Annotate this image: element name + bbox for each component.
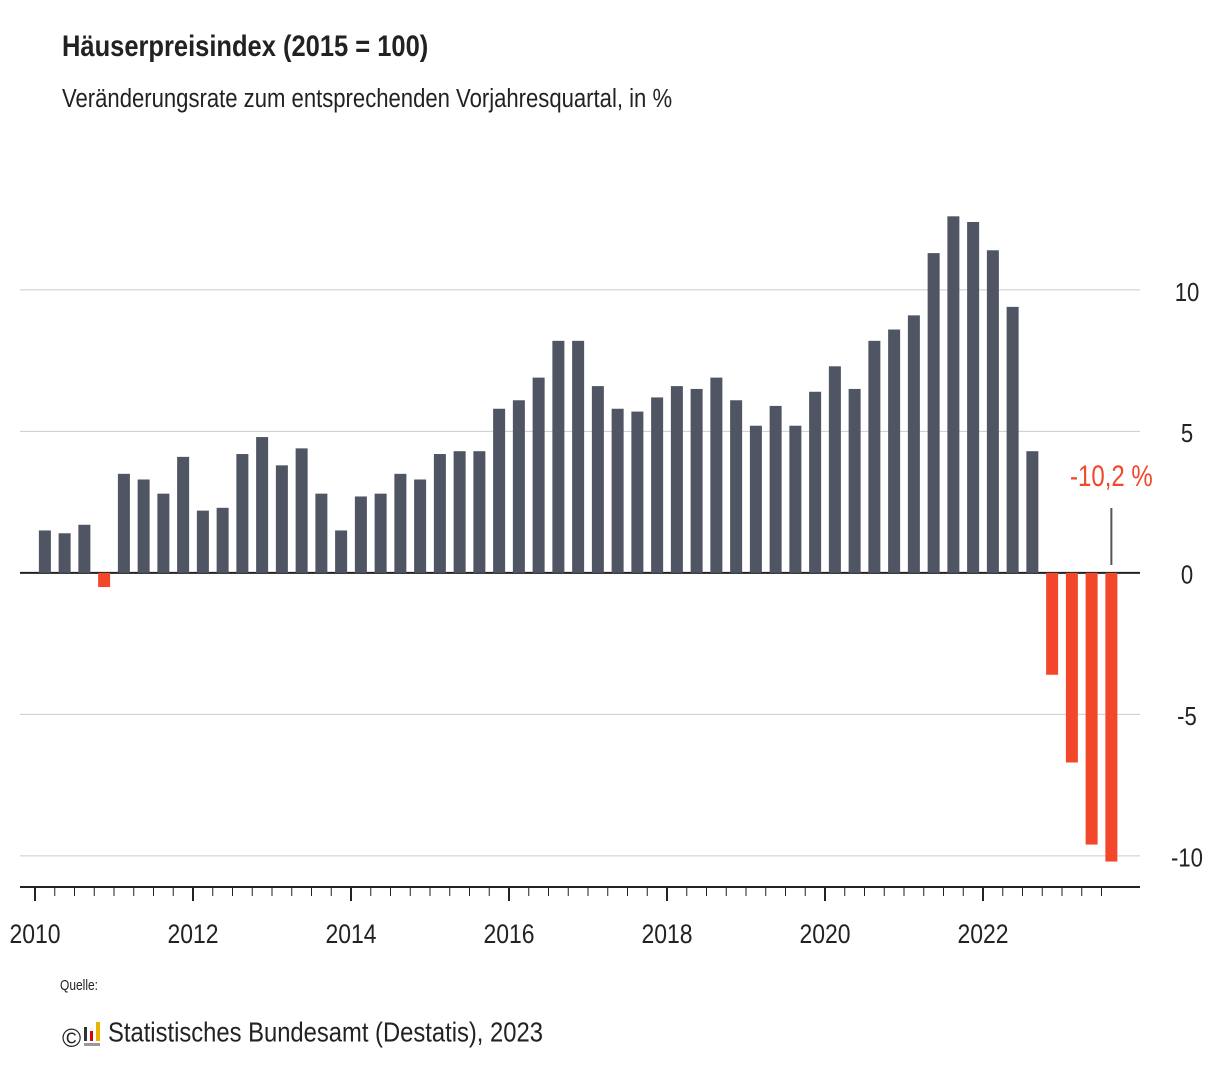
bar <box>98 572 111 588</box>
bar <box>828 366 841 573</box>
bar <box>532 377 545 573</box>
y-tick-label: -5 <box>1177 703 1197 732</box>
bar <box>433 454 446 573</box>
bar <box>196 510 209 573</box>
bar <box>552 340 565 573</box>
bar <box>907 315 920 573</box>
bar <box>335 530 348 573</box>
bar <box>1026 451 1039 573</box>
logo <box>84 1022 100 1046</box>
bar <box>157 493 170 573</box>
bar <box>453 451 466 573</box>
bar <box>670 386 683 573</box>
x-tick-label: 2012 <box>167 919 218 949</box>
bar <box>690 388 703 573</box>
bar <box>315 493 328 573</box>
x-tick-label: 2010 <box>9 919 60 949</box>
bar <box>611 408 624 573</box>
chart-title: Häuserpreisindex (2015 = 100) <box>62 29 428 62</box>
bar <box>78 524 91 573</box>
bar <box>572 340 585 573</box>
x-tick-label: 2018 <box>641 919 692 949</box>
source-label: Quelle: <box>60 977 98 994</box>
bar <box>177 456 190 573</box>
bar <box>295 448 308 573</box>
bar <box>967 221 980 573</box>
x-tick-label: 2020 <box>799 919 850 949</box>
bar <box>986 250 999 573</box>
bar <box>394 473 407 573</box>
bar <box>1006 306 1019 573</box>
bar <box>58 533 71 573</box>
copyright: © <box>62 1023 81 1053</box>
value-label: -10,2 % <box>1070 458 1153 492</box>
bar <box>927 253 940 573</box>
bar <box>809 391 822 573</box>
bar <box>236 454 249 573</box>
bar <box>710 377 723 573</box>
bar <box>730 400 743 573</box>
bar <box>868 340 881 573</box>
bar <box>493 408 506 573</box>
bar <box>1105 572 1118 862</box>
bar <box>354 496 367 573</box>
x-tick-label: 2022 <box>957 919 1008 949</box>
y-tick-label: -10 <box>1171 844 1203 873</box>
bar <box>512 400 525 573</box>
bar <box>374 493 387 573</box>
bar <box>473 451 486 573</box>
bar <box>848 388 861 573</box>
bar <box>117 473 130 573</box>
bar <box>769 405 782 573</box>
y-tick-label: 10 <box>1175 278 1200 307</box>
bar <box>1085 572 1098 845</box>
bar <box>275 465 288 573</box>
x-tick-label: 2016 <box>483 919 534 949</box>
bar <box>651 397 664 573</box>
bar <box>591 386 604 573</box>
bar <box>414 479 427 573</box>
bar <box>888 329 901 573</box>
bar <box>38 530 51 573</box>
y-tick-label: 0 <box>1181 561 1193 590</box>
bar <box>1046 572 1059 675</box>
bar <box>947 216 960 573</box>
bar <box>1065 572 1078 763</box>
bar <box>789 425 802 573</box>
source: Statistisches Bundesamt (Destatis), 2023 <box>108 1016 543 1048</box>
x-tick-label: 2014 <box>325 919 376 949</box>
bar <box>137 479 150 573</box>
bar <box>256 437 269 573</box>
bar <box>631 411 644 573</box>
bar <box>216 507 229 573</box>
y-tick-label: 5 <box>1181 420 1193 449</box>
bar <box>749 425 762 573</box>
chart-subtitle: Veränderungsrate zum entsprechenden Vorj… <box>62 84 672 113</box>
